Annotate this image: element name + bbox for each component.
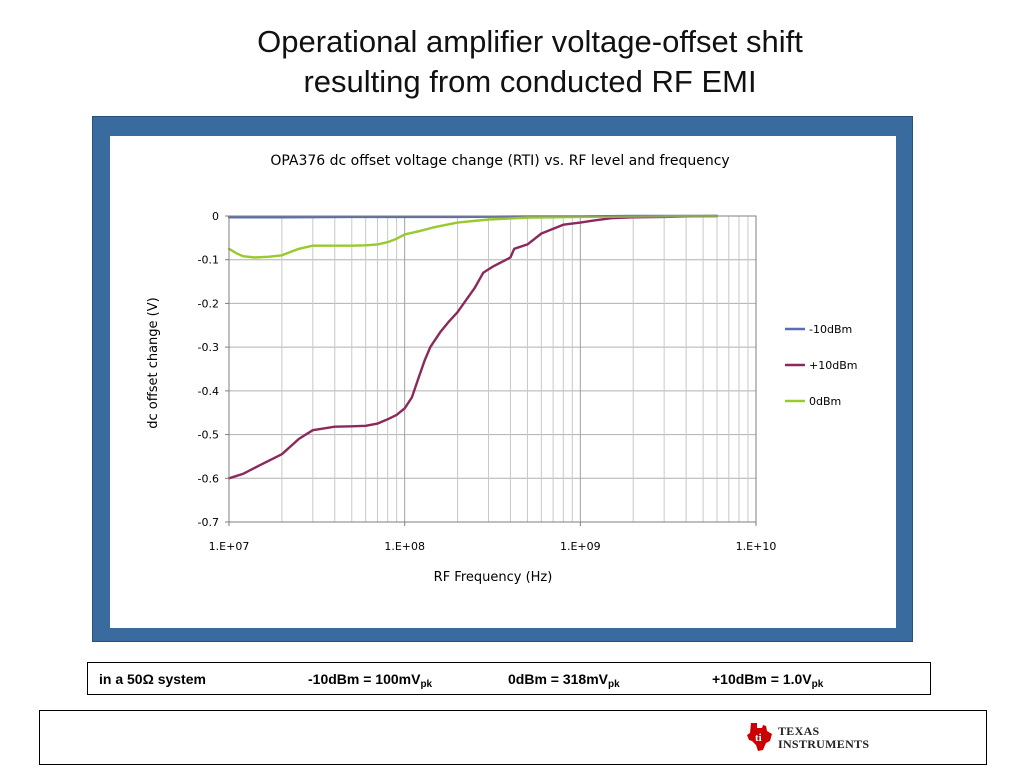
plot-border [228, 215, 757, 523]
footer-system-label: in a 50Ω system [99, 671, 206, 687]
footer-bar: in a 50Ω system -10dBm = 100mVpk 0dBm = … [87, 662, 931, 695]
x-axis-label: RF Frequency (Hz) [434, 570, 553, 585]
series-line-0dbm [227, 214, 719, 259]
footer-p10-text: +10dBm = 1.0V [712, 671, 812, 687]
legend: -10dBm +10dBm 0dBm [785, 323, 857, 408]
slide-title: Operational amplifier voltage-offset shi… [0, 22, 1024, 102]
x-tick-label: 1.E+07 [209, 540, 250, 553]
slide-title-line1: Operational amplifier voltage-offset shi… [257, 24, 803, 59]
y-tick-label: -0.2 [198, 297, 219, 310]
footer-m10-sub: pk [420, 679, 433, 690]
footer-p10-conversion: +10dBm = 1.0Vpk [712, 671, 824, 690]
y-tick-label: -0.4 [198, 385, 219, 398]
x-tick-label: 1.E+10 [736, 540, 777, 553]
y-axis-label: dc offset change (V) [146, 297, 161, 428]
chart-title: OPA376 dc offset voltage change (RTI) vs… [270, 153, 729, 169]
y-tick-label: -0.1 [198, 254, 219, 267]
chart-area: OPA376 dc offset voltage change (RTI) vs… [110, 136, 896, 628]
y-tick-label: -0.5 [198, 429, 219, 442]
slide-title-line2: resulting from conducted RF EMI [303, 64, 757, 99]
grid-layer [228, 215, 757, 523]
ti-wordmark-line1: Texas [778, 724, 820, 738]
legend-label-10dbm: +10dBm [809, 359, 857, 372]
y-tick-label: 0 [212, 210, 219, 223]
footer-0dbm-conversion: 0dBm = 318mVpk [508, 671, 620, 690]
legend-label-10dbm: -10dBm [809, 323, 852, 336]
y-tick-label: -0.3 [198, 341, 219, 354]
footer-m10-text: -10dBm = 100mV [308, 671, 421, 687]
chart-svg: OPA376 dc offset voltage change (RTI) vs… [146, 153, 857, 585]
ti-logo-mark: ti [755, 732, 762, 744]
footer-0dbm-sub: pk [608, 679, 620, 690]
ti-wordmark: Texas Instruments [778, 725, 869, 751]
logo-box: ti Texas Instruments [39, 710, 987, 765]
ti-logo-shape [747, 723, 772, 751]
y-tick-label: -0.6 [198, 472, 219, 485]
texas-instruments-logo-icon: ti [747, 723, 772, 751]
series-line-10dbm [227, 214, 719, 480]
y-tick-label: -0.7 [198, 516, 219, 529]
footer-0dbm-text: 0dBm = 318mV [508, 671, 608, 687]
footer-m10-conversion: -10dBm = 100mVpk [308, 671, 433, 690]
tick-layer: 0 -0.1 -0.2 -0.3 -0.4 -0.5 -0.6 -0.7 1.E+07 1.E+0… [198, 210, 777, 553]
x-tick-label: 1.E+08 [384, 540, 425, 553]
ti-wordmark-line2: Instruments [778, 737, 870, 751]
legend-label-0dbm: 0dBm [809, 395, 841, 408]
footer-p10-sub: pk [811, 679, 824, 690]
x-tick-label: 1.E+09 [560, 540, 601, 553]
